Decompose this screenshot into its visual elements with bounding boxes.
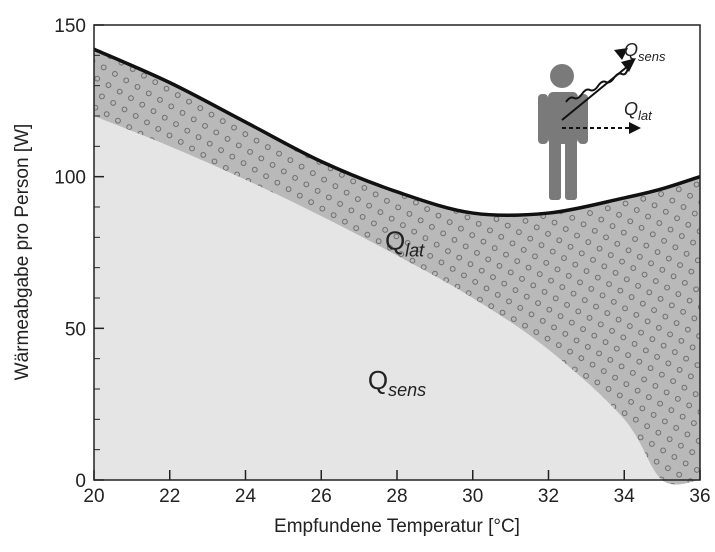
icon-label-main: Q [624, 99, 638, 119]
icon-label-main: Q [624, 40, 638, 60]
icon-label: Qlat [624, 99, 653, 123]
y-tick-label: 50 [65, 319, 86, 340]
x-tick-label: 20 [83, 486, 104, 507]
area-label: Qlat [385, 225, 425, 260]
area-pattern [94, 49, 700, 485]
x-tick-label: 34 [614, 486, 636, 507]
x-tick-label: 22 [159, 486, 180, 507]
area [94, 116, 700, 485]
person-icon [538, 64, 588, 200]
area-label: Qsens [368, 365, 426, 400]
y-tick-label: 100 [54, 168, 86, 189]
areas [93, 47, 701, 485]
heat-arrows [561, 48, 641, 134]
x-tick-label: 36 [689, 486, 710, 507]
x-tick-label: 28 [386, 486, 407, 507]
x-tick-label: 32 [538, 486, 559, 507]
y-tick-label: 0 [75, 471, 86, 492]
x-tick-label: 26 [311, 486, 332, 507]
icon-label-sub: lat [638, 108, 653, 123]
icon-label-sub: sens [638, 49, 666, 64]
area-label-main: Q [368, 365, 388, 395]
y-tick-label: 150 [54, 16, 86, 37]
x-axis-label: Empfundene Temperatur [°C] [274, 516, 520, 537]
y-axis-label: Wärmeabgabe pro Person [W] [12, 124, 33, 381]
x-tick-label: 30 [462, 486, 483, 507]
total-line [93, 47, 701, 218]
icon-label: Qsens [624, 40, 666, 64]
area-label-main: Q [385, 225, 405, 255]
area-label-sub: lat [405, 240, 425, 260]
area-label-sub: sens [388, 380, 426, 400]
x-tick-label: 24 [235, 486, 257, 507]
